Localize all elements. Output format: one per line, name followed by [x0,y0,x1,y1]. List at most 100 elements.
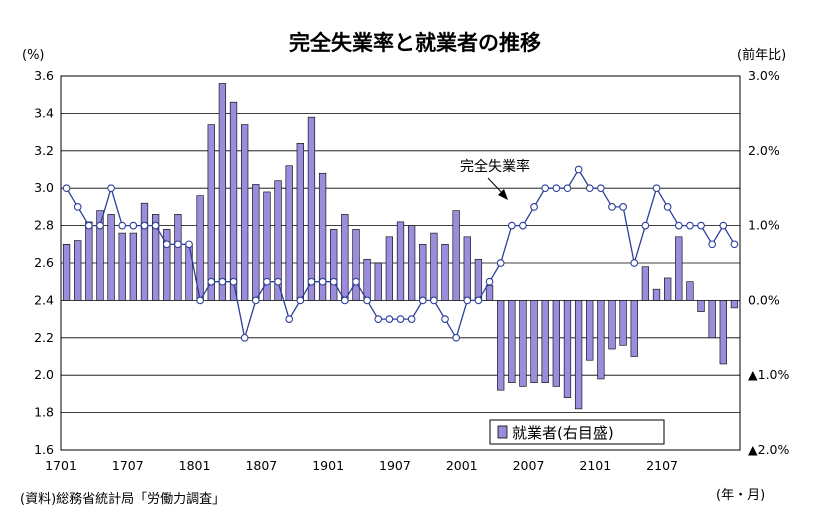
unemployment-point [207,277,216,286]
employment-bars [62,83,739,410]
employment-bar [229,101,238,301]
employment-bar [285,165,293,301]
unemployment-point [686,221,694,230]
employment-bar [307,116,316,301]
employment-bar [74,240,82,301]
employment-bar [174,214,182,301]
unemployment-line [62,165,739,342]
right-tick-label: ▲2.0% [748,442,789,457]
employment-bar [118,232,126,301]
unemployment-point [340,296,349,305]
unemployment-point [374,315,383,323]
legend-swatch [497,425,508,439]
x-tick-label: 1807 [245,458,277,473]
legend: 就業者(右目盛) [489,419,665,445]
employment-bar [107,214,115,301]
unemployment-point [62,184,71,193]
employment-bar [675,236,683,301]
right-axis-ticks: 3.0% 2.0% 1.0% 0.0% ▲1.0% ▲2.0% [748,68,789,457]
employment-bar [641,266,650,301]
unemployment-point [418,296,427,305]
unemployment-point [708,240,717,249]
right-tick-label: 1.0% [748,218,780,233]
employment-bar [318,172,327,301]
unemployment-point [519,221,527,230]
x-tick-label: 2107 [646,458,678,473]
employment-bar [274,180,282,301]
employment-bar [363,258,371,301]
employment-bar [497,300,505,391]
unemployment-point [174,240,182,249]
left-tick-label: 3.4 [34,105,54,120]
employment-bar [485,285,494,301]
unemployment-point [151,221,160,230]
employment-bar [85,221,93,301]
unemployment-point [730,240,739,249]
unemployment-point [185,240,193,249]
unemployment-point [318,277,327,286]
left-tick-label: 1.6 [34,442,54,457]
unemployment-point [96,221,104,230]
employment-bar [541,300,549,383]
employment-bar [263,191,271,301]
employment-bar [519,300,527,387]
left-tick-label: 2.0 [34,367,54,382]
employment-bar [140,202,149,301]
x-tick-label: 2101 [579,458,611,473]
unemployment-point [430,296,438,305]
unemployment-point [251,296,260,305]
employment-bar [686,281,694,301]
unemployment-point [652,184,661,193]
unemployment-point [452,333,461,342]
unemployment-point [196,296,204,305]
unemployment-point [274,277,282,286]
unemployment-point [285,315,294,323]
unemployment-point [307,277,316,286]
unemployment-point [597,184,605,193]
unemployment-point [107,184,115,193]
unemployment-point [585,184,594,193]
employment-bar [586,300,594,361]
unemployment-point [674,221,683,230]
left-tick-label: 1.8 [34,405,54,420]
employment-bar [430,232,438,301]
employment-bar [407,225,416,301]
employment-bar [463,236,471,301]
employment-bar [296,143,304,301]
unemployment-point [507,221,516,230]
left-axis-unit: (%) [22,48,45,63]
employment-bar [241,124,249,301]
unemployment-point [574,165,583,174]
employment-bar [552,300,560,387]
x-tick-label: 1701 [45,458,77,473]
unemployment-point [474,296,483,305]
employment-bar [151,214,160,301]
left-tick-label: 2.4 [34,292,54,307]
employment-bar [619,300,627,346]
right-tick-label: 0.0% [748,292,780,307]
legend-label: 就業者(右目盛) [512,424,614,442]
employment-bar [664,277,672,301]
left-tick-label: 2.2 [34,330,54,345]
unemployment-point [485,277,494,286]
unemployment-point [84,221,93,230]
employment-bar [597,300,605,380]
unemployment-point [162,240,171,249]
employment-bar [563,300,572,398]
employment-bar [385,236,394,301]
left-tick-label: 2.6 [34,255,54,270]
employment-bar [341,214,349,301]
x-tick-label: 1901 [312,458,344,473]
unemployment-point [407,315,416,323]
employment-bar [441,244,449,301]
annotation-label: 完全失業率 [460,158,530,175]
unemployment-point [329,277,338,286]
unemployment-point [630,259,639,267]
employment-bar [452,210,460,301]
unemployment-point [608,203,616,211]
right-tick-label: 3.0% [748,68,780,83]
unemployment-point [296,296,305,305]
unemployment-point [563,184,572,193]
unemployment-point [385,315,394,323]
